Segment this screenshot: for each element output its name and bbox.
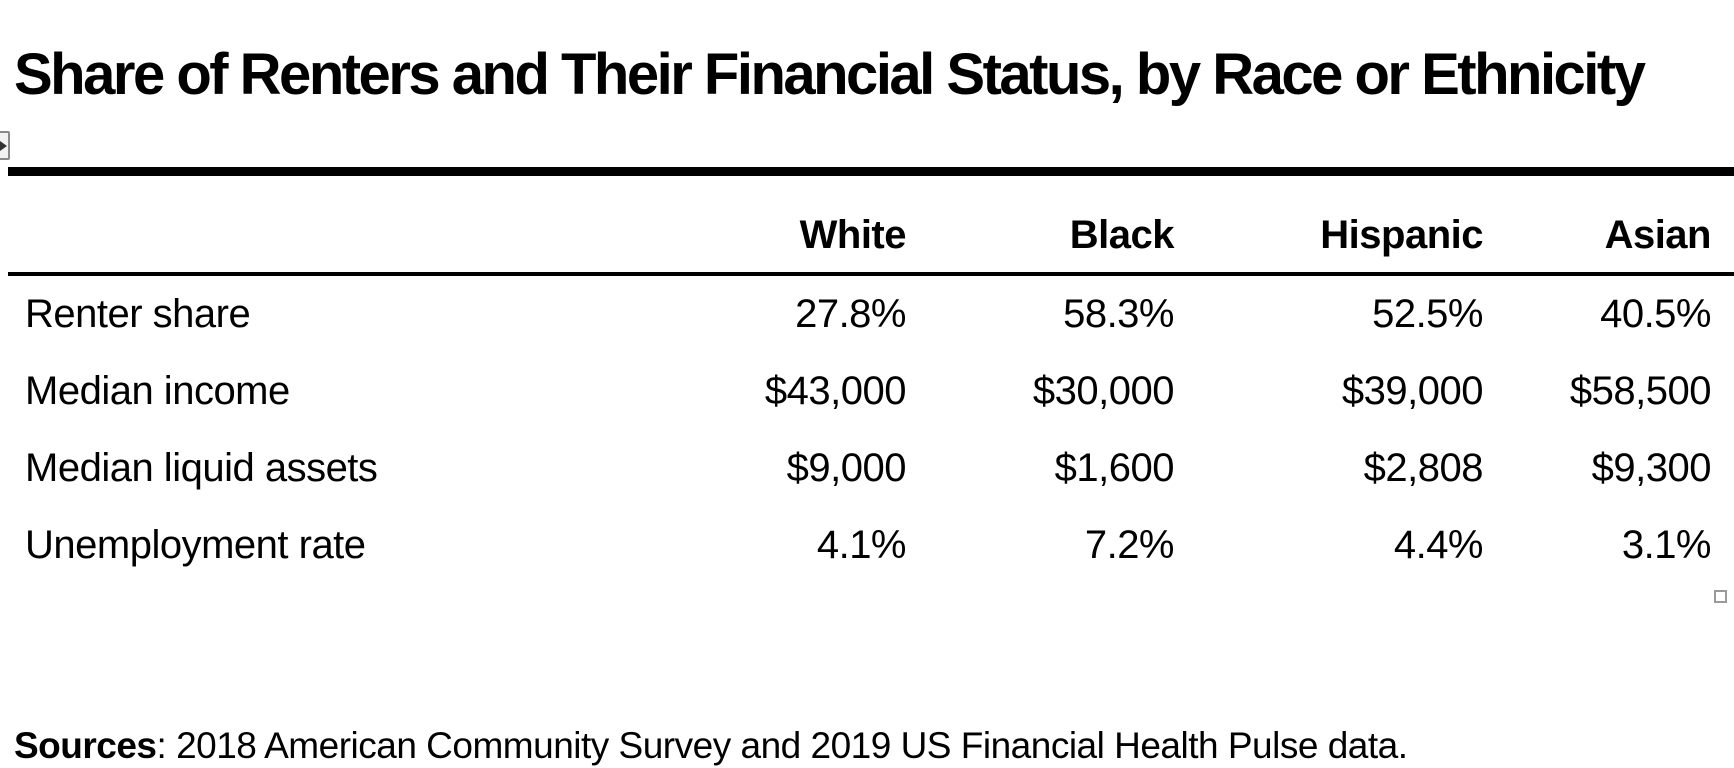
- table-corner-cell: [8, 176, 638, 276]
- column-header-asian: Asian: [1483, 176, 1734, 276]
- table-row: Renter share 27.8% 58.3% 52.5% 40.5%: [8, 274, 1734, 353]
- table-row: Unemployment rate 4.1% 7.2% 4.4% 3.1%: [8, 507, 1734, 584]
- table-cell: $2,808: [1363, 446, 1484, 490]
- chevron-right-icon: [0, 140, 7, 151]
- table-row: Median liquid assets $9,000 $1,600 $2,80…: [8, 430, 1734, 507]
- resize-handle-icon[interactable]: [1714, 590, 1727, 603]
- renters-financial-status-table: White Black Hispanic Asian Renter share …: [8, 176, 1734, 584]
- table-cell: $9,000: [786, 446, 907, 490]
- table-cell: 7.2%: [1084, 523, 1175, 567]
- table-header-row: White Black Hispanic Asian: [8, 176, 1734, 276]
- table-cell: 3.1%: [1621, 523, 1712, 567]
- table-cell: $43,000: [764, 369, 907, 413]
- row-label: Renter share: [25, 292, 251, 336]
- sources-note: Sources: 2018 American Community Survey …: [14, 724, 1408, 768]
- chevron-right-handle-icon[interactable]: [0, 131, 10, 160]
- row-label: Median liquid assets: [25, 446, 378, 490]
- table-row: Median income $43,000 $30,000 $39,000 $5…: [8, 353, 1734, 430]
- row-label: Median income: [25, 369, 290, 413]
- table-cell: 58.3%: [1063, 292, 1174, 336]
- page-title: Share of Renters and Their Financial Sta…: [14, 41, 1646, 107]
- table-cell: $58,500: [1569, 369, 1712, 413]
- column-header-white: White: [638, 176, 907, 276]
- table-cell: 27.8%: [795, 292, 906, 336]
- column-header-hispanic: Hispanic: [1174, 176, 1484, 276]
- column-header-black: Black: [906, 176, 1175, 276]
- row-label: Unemployment rate: [25, 523, 366, 567]
- table-cell: 4.4%: [1393, 523, 1484, 567]
- table-cell: 52.5%: [1372, 292, 1483, 336]
- table-cell: 40.5%: [1600, 292, 1711, 336]
- table-cell: 4.1%: [816, 523, 907, 567]
- table-cell: $30,000: [1032, 369, 1175, 413]
- table-cell: $39,000: [1341, 369, 1484, 413]
- title-divider-rule: [8, 167, 1734, 176]
- table-cell: $1,600: [1054, 446, 1175, 490]
- table-cell: $9,300: [1591, 446, 1712, 490]
